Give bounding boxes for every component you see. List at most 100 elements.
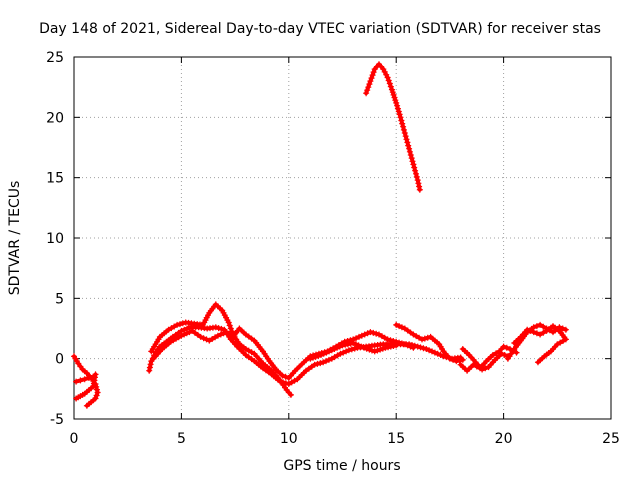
x-tick-label: 5 [177, 431, 186, 447]
data-point-marker [420, 345, 427, 352]
data-point-marker [393, 99, 400, 106]
axis-ticks [73, 56, 612, 420]
data-point-marker [218, 325, 225, 332]
data-point-marker [363, 90, 370, 97]
data-point-marker [429, 348, 435, 355]
data-point-marker [282, 373, 289, 380]
data-point-marker [394, 105, 401, 112]
data-point-marker [217, 331, 224, 338]
data-point-marker [387, 337, 394, 344]
data-point-marker [434, 350, 441, 357]
data-point-marker [493, 350, 500, 357]
data-point-marker [533, 323, 540, 330]
data-point-marker [147, 361, 154, 368]
data-point-marker [374, 347, 381, 354]
data-point-marker [146, 367, 153, 374]
data-point-marker [530, 329, 537, 336]
data-point-marker [368, 75, 375, 82]
data-point-marker [396, 111, 403, 118]
data-point-marker [408, 155, 415, 162]
y-tick-label: 5 [55, 291, 64, 307]
data-point-marker [343, 348, 350, 355]
series-trace-d [148, 301, 294, 398]
data-point-marker [411, 164, 418, 171]
data-point-marker [287, 391, 294, 398]
data-point-marker [401, 130, 408, 136]
data-point-marker [351, 345, 358, 352]
data-point-marker [437, 352, 444, 358]
data-point-marker [355, 342, 362, 349]
data-point-marker [419, 336, 425, 343]
data-point-marker [315, 353, 322, 359]
data-point-marker [226, 322, 233, 329]
data-point-marker [212, 324, 219, 331]
data-point-marker [350, 340, 357, 346]
data-point-marker [146, 364, 153, 371]
y-tick-labels: -5 0 5 10 15 20 25 [46, 50, 64, 428]
data-point-marker [174, 321, 181, 328]
series-trace-i [459, 346, 511, 373]
series-line [364, 62, 422, 192]
data-point-marker [559, 325, 566, 332]
data-point-marker [413, 170, 419, 177]
y-axis-label: SDTVAR / TECUs [7, 181, 23, 296]
data-point-marker [500, 343, 507, 350]
data-point-marker [364, 87, 371, 94]
data-point-marker [77, 377, 84, 384]
data-point-marker [426, 347, 433, 354]
data-point-marker [386, 80, 393, 87]
data-point-marker [81, 376, 88, 383]
data-point-marker [498, 350, 505, 357]
data-point-marker [387, 83, 394, 90]
series-trace-f [307, 340, 400, 362]
data-point-marker [397, 114, 404, 121]
data-point-marker [361, 344, 367, 351]
data-point-marker [393, 321, 400, 328]
data-point-marker [417, 344, 424, 351]
data-point-marker [431, 349, 438, 356]
data-point-marker [317, 360, 324, 367]
series-trace-k [511, 323, 569, 366]
data-point-marker [320, 359, 327, 366]
data-point-marker [537, 321, 544, 328]
data-point-marker [312, 353, 319, 360]
data-point-marker [93, 392, 100, 399]
data-point-marker [331, 346, 338, 352]
data-series [71, 61, 569, 409]
y-tick-label: 10 [46, 231, 64, 247]
data-point-marker [365, 84, 372, 91]
data-point-marker [366, 81, 373, 88]
data-point-marker [396, 323, 403, 330]
data-point-marker [414, 343, 421, 350]
data-point-marker [73, 395, 80, 402]
data-point-marker [527, 327, 534, 334]
data-point-marker [311, 361, 318, 368]
data-point-marker [363, 345, 370, 352]
data-point-marker [94, 389, 101, 396]
data-point-marker [404, 342, 411, 349]
data-point-marker [183, 330, 190, 337]
data-point-marker [416, 183, 423, 190]
data-point-marker [93, 386, 100, 393]
data-point-marker [399, 120, 406, 127]
data-point-marker [398, 340, 405, 347]
data-point-marker [405, 142, 412, 149]
data-point-marker [406, 148, 413, 155]
data-point-marker [337, 350, 344, 357]
y-tick-label: 15 [46, 171, 64, 187]
data-point-marker [279, 372, 286, 379]
data-point-marker [197, 333, 204, 340]
data-point-marker [415, 180, 422, 187]
data-point-marker [390, 343, 397, 349]
data-point-marker [414, 177, 421, 184]
data-point-marker [410, 161, 417, 168]
data-point-marker [537, 331, 544, 338]
data-point-marker [370, 69, 377, 76]
data-point-marker [323, 358, 329, 365]
data-point-marker [410, 344, 417, 351]
data-point-marker [482, 365, 489, 372]
y-tick-label: 25 [46, 50, 64, 66]
data-point-marker [392, 97, 399, 104]
data-point-marker [370, 329, 377, 336]
data-point-marker [369, 72, 376, 79]
